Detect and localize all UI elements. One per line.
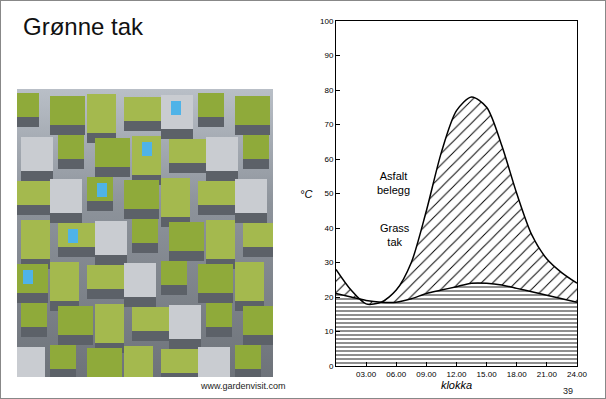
svg-text:90: 90 <box>324 51 333 60</box>
svg-text:09.00: 09.00 <box>416 370 437 379</box>
svg-text:0: 0 <box>329 362 334 371</box>
svg-text:°C: °C <box>300 188 312 200</box>
svg-text:06.00: 06.00 <box>386 370 407 379</box>
svg-text:24.00: 24.00 <box>567 370 588 379</box>
svg-text:12.00: 12.00 <box>446 370 467 379</box>
svg-text:Grasstak: Grasstak <box>380 222 410 248</box>
svg-text:100: 100 <box>320 17 334 26</box>
svg-text:15.00: 15.00 <box>477 370 498 379</box>
svg-text:10: 10 <box>324 327 333 336</box>
html-text:Grønne tak: Grønne tak <box>23 13 143 40</box>
svg-text:Asfaltbelegg: Asfaltbelegg <box>377 170 410 196</box>
svg-text:18.00: 18.00 <box>507 370 528 379</box>
svg-text:klokka: klokka <box>441 379 472 391</box>
svg-text:20: 20 <box>324 293 333 302</box>
svg-text:40: 40 <box>324 224 333 233</box>
svg-text:21.00: 21.00 <box>537 370 558 379</box>
svg-text:80: 80 <box>324 86 333 95</box>
svg-text:30: 30 <box>324 258 333 267</box>
html-text:39: 39 <box>563 386 573 396</box>
svg-text:60: 60 <box>324 155 333 164</box>
html-text:www.gardenvisit.com: www.gardenvisit.com <box>201 381 286 391</box>
svg-text:50: 50 <box>324 189 333 198</box>
svg-text:70: 70 <box>324 120 333 129</box>
svg-text:03.00: 03.00 <box>356 370 377 379</box>
